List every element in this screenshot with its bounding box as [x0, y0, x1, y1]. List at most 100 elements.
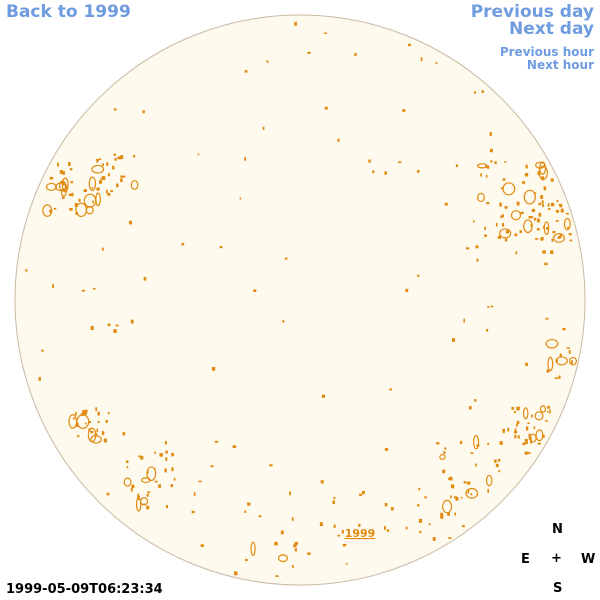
contour-spot [497, 235, 501, 239]
contour-spot [500, 187, 504, 190]
contour-spot [541, 434, 545, 438]
contour-spot [418, 518, 423, 523]
contour-spot [130, 319, 134, 324]
contour-spot [569, 239, 573, 242]
contour-spot [476, 258, 479, 262]
contour-spot [96, 159, 99, 163]
contour-spot [535, 238, 539, 240]
contour-spot [74, 202, 78, 207]
contour-spot [269, 464, 273, 467]
contour-spot [69, 208, 73, 211]
contour-spot [463, 481, 467, 484]
contour-spot [368, 159, 371, 163]
contour-spot [558, 375, 561, 379]
next-hour-link[interactable]: Next hour [526, 58, 594, 72]
contour-spot [171, 467, 174, 472]
contour-spot [193, 492, 196, 496]
contour-spot [440, 512, 444, 516]
contour-spot [546, 411, 549, 413]
contour-loop [277, 554, 289, 563]
contour-spot [107, 323, 111, 327]
contour-loop [538, 161, 547, 175]
contour-spot [487, 165, 490, 169]
contour-spot [82, 409, 85, 413]
contour-spot [84, 422, 87, 425]
contour-spot [53, 207, 57, 210]
contour-spot [462, 525, 465, 528]
contour-spot [525, 440, 528, 445]
contour-spot [113, 329, 117, 333]
contour-spot [397, 161, 402, 164]
contour-spot [528, 437, 532, 440]
contour-spot [110, 190, 113, 193]
previous-hour-link[interactable]: Previous hour [499, 45, 594, 59]
contour-spot [164, 440, 167, 445]
contour-spot [555, 209, 560, 213]
contour-loop [547, 356, 554, 372]
contour-spot [497, 459, 501, 462]
contour-spot [504, 238, 508, 242]
contour-spot [99, 158, 102, 160]
contour-spot [550, 250, 554, 255]
contour-spot [280, 530, 284, 535]
back-to-year-link[interactable]: Back to 1999 [6, 2, 131, 22]
contour-spot [258, 515, 262, 518]
contour-spot [165, 450, 168, 454]
contour-spot [419, 520, 422, 523]
contour-spot [484, 234, 488, 237]
contour-spot [514, 410, 516, 414]
contour-spot [501, 214, 504, 218]
contour-spot [500, 215, 503, 219]
compass-north: N [552, 522, 563, 537]
contour-spot [481, 90, 484, 93]
contour-spot [550, 178, 554, 182]
contour-spot [448, 477, 451, 480]
contour-spot [487, 305, 490, 308]
contour-spot [537, 442, 541, 445]
contour-spot [440, 515, 444, 519]
contour-spot [99, 180, 102, 184]
compass-east: E [521, 552, 530, 567]
contour-spot [428, 523, 431, 526]
contour-spot [424, 496, 427, 499]
contour-spot [536, 228, 540, 231]
contour-spot [68, 193, 72, 196]
contour-spot [120, 178, 123, 183]
contour-spot [454, 496, 458, 499]
contour-spot [197, 153, 200, 156]
contour-spot [538, 202, 541, 206]
contour-spot [514, 233, 518, 237]
contour-spot [552, 230, 556, 234]
contour-spot [158, 484, 162, 488]
contour-spot [164, 468, 167, 473]
contour-loop [553, 233, 565, 243]
contour-loop [139, 497, 149, 506]
contour-spot [444, 202, 448, 206]
contour-spot [519, 230, 522, 234]
contour-spot [465, 247, 470, 250]
contour-spot [78, 198, 81, 202]
contour-spot [568, 349, 571, 354]
contour-spot [49, 176, 54, 180]
contour-spot [146, 505, 150, 510]
contour-spot [389, 388, 393, 391]
year-link[interactable]: 1999 [345, 527, 376, 540]
contour-spot [555, 220, 559, 222]
contour-spot [341, 529, 344, 534]
contour-spot [405, 288, 409, 292]
contour-spot [244, 157, 247, 161]
contour-spot [460, 440, 463, 445]
contour-spot [114, 158, 117, 161]
next-day-link[interactable]: Next day [509, 19, 594, 39]
previous-day-link[interactable]: Previous day [470, 2, 594, 22]
contour-spot [275, 575, 279, 577]
compass-west: W [581, 552, 596, 567]
contour-spot [559, 234, 562, 238]
contour-spot [119, 155, 123, 160]
contour-spot [211, 366, 216, 371]
contour-spot [531, 208, 536, 212]
contour-spot [247, 502, 251, 506]
contour-spot [449, 476, 453, 481]
contour-spot [262, 126, 265, 130]
contour-spot [191, 510, 195, 514]
